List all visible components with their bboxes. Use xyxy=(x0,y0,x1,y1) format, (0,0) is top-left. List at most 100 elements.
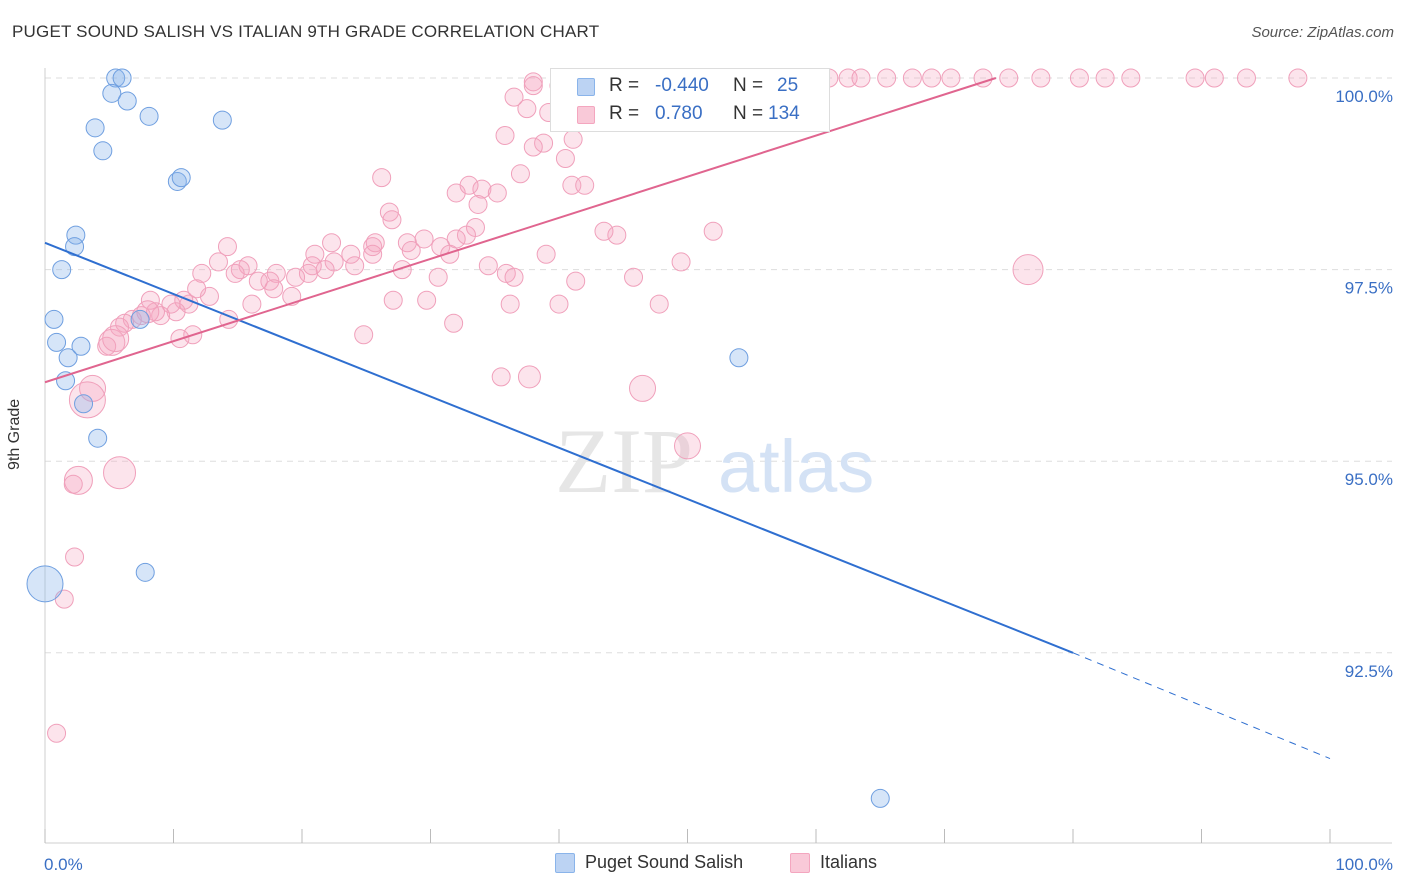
italians-point xyxy=(851,68,871,88)
italians-point xyxy=(1012,254,1044,286)
italians-point xyxy=(456,225,476,245)
salish-point xyxy=(130,309,150,329)
italians-point xyxy=(487,183,507,203)
italians-point xyxy=(671,252,691,272)
n-label: N = xyxy=(733,75,764,96)
chart-title: PUGET SOUND SALISH VS ITALIAN 9TH GRADE … xyxy=(12,22,600,41)
italians-point xyxy=(534,133,554,153)
italians-point xyxy=(495,125,515,145)
watermark-zip: ZIP xyxy=(555,410,693,512)
italians-point xyxy=(379,202,399,222)
italians-point xyxy=(322,233,342,253)
italians-point xyxy=(217,237,237,257)
italians-point xyxy=(286,267,306,287)
italians-point xyxy=(305,244,325,264)
italians-point xyxy=(345,256,365,276)
salish-point xyxy=(88,428,108,448)
italians-point xyxy=(1236,68,1256,88)
italians-point xyxy=(383,290,403,310)
italians-point xyxy=(459,175,479,195)
italians-point xyxy=(192,263,212,283)
italians-point xyxy=(594,221,614,241)
italians-point xyxy=(941,68,961,88)
gridlines xyxy=(45,77,1392,654)
italians-point xyxy=(115,313,135,333)
watermark-atlas: atlas xyxy=(718,425,874,508)
salish-point xyxy=(870,788,890,808)
y-tick-label: 97.5% xyxy=(1345,279,1393,298)
italians-trend-line xyxy=(44,77,997,384)
salish-point xyxy=(58,348,78,368)
italians-point xyxy=(1095,68,1115,88)
italians-point xyxy=(877,68,897,88)
salish-point xyxy=(106,68,126,88)
italians-point xyxy=(103,456,137,490)
italians-point xyxy=(523,72,543,92)
italians-point xyxy=(674,432,701,460)
italians-point xyxy=(151,306,171,326)
salish-legend-label: Puget Sound Salish xyxy=(585,852,744,872)
italians-point xyxy=(607,225,627,245)
salish-point xyxy=(26,565,64,603)
italians-point xyxy=(63,465,93,495)
salish-point xyxy=(139,106,159,126)
italians-point xyxy=(248,271,268,291)
salish-point xyxy=(135,562,155,582)
italians-point xyxy=(63,474,83,494)
x-tick-label: 100.0% xyxy=(1335,855,1393,874)
italians-point xyxy=(47,723,67,743)
italians-point xyxy=(401,240,421,260)
salish-point xyxy=(112,68,132,88)
salish-point xyxy=(44,309,64,329)
italians-point xyxy=(372,168,392,188)
legend-row-salish: R = -0.440 N = 25 xyxy=(551,71,829,101)
italians-point xyxy=(566,271,586,291)
italians-point xyxy=(242,294,262,314)
italians-legend-swatch xyxy=(790,853,810,873)
italians-point xyxy=(140,290,160,310)
italians-point xyxy=(440,244,460,264)
italians-point xyxy=(1204,68,1224,88)
italians-point xyxy=(136,300,160,324)
italians-point xyxy=(187,279,207,299)
italians-point xyxy=(510,164,530,184)
salish-point xyxy=(212,110,232,130)
salish-point xyxy=(171,168,191,188)
salish-point xyxy=(47,332,67,352)
salish-point xyxy=(729,348,749,368)
salish-swatch xyxy=(577,78,595,96)
italians-point xyxy=(536,244,556,264)
italians-point xyxy=(382,210,402,230)
italians-point xyxy=(703,221,723,241)
italians-point xyxy=(575,175,595,195)
italians-point xyxy=(629,374,657,402)
italians-point xyxy=(146,302,166,322)
salish-point xyxy=(117,91,137,111)
italians-point xyxy=(1185,68,1205,88)
italians-point xyxy=(500,294,520,314)
salish-trend-line xyxy=(44,241,1074,654)
italians-point xyxy=(230,260,250,280)
italians-point xyxy=(225,263,245,283)
salish-n-value: 25 xyxy=(777,75,799,96)
italians-r-value: 0.780 xyxy=(655,103,703,124)
italians-point xyxy=(517,365,541,389)
italians-point xyxy=(517,99,537,119)
salish-r-value: -0.440 xyxy=(655,75,709,96)
r-label: R = xyxy=(609,103,640,124)
italians-point xyxy=(549,294,569,314)
source-label: Source: ZipAtlas.com xyxy=(1251,24,1394,41)
italians-point xyxy=(504,87,524,107)
italians-point xyxy=(1069,68,1089,88)
r-label: R = xyxy=(609,75,640,96)
italians-point xyxy=(102,325,130,353)
italians-legend-label: Italians xyxy=(820,852,878,872)
italians-point xyxy=(354,325,374,345)
italians-point xyxy=(478,256,498,276)
italians-point xyxy=(417,290,437,310)
italians-point xyxy=(563,129,583,149)
salish-point xyxy=(85,118,105,138)
italians-point xyxy=(1121,68,1141,88)
salish-points xyxy=(26,68,890,808)
